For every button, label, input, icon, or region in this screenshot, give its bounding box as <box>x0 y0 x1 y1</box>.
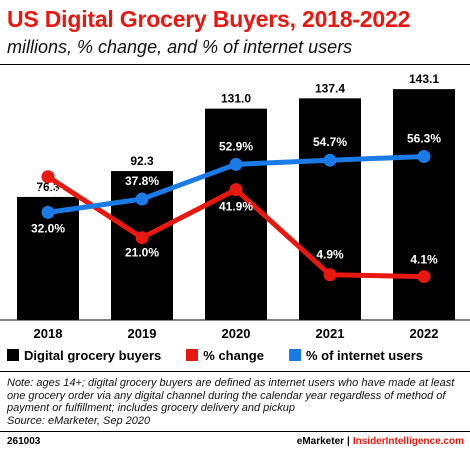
brand-separator: | <box>347 436 350 447</box>
legend-item-change: % change <box>186 348 264 363</box>
bar-2020 <box>205 108 267 320</box>
legend-label-internet-users: % of internet users <box>305 347 423 363</box>
internet-users-point-2021 <box>323 153 337 167</box>
legend-label-buyers: Digital grocery buyers <box>24 347 162 363</box>
chart-area: 76.3 92.3 131.0 137.4 143.1 2018 2019 2020 2021 2… <box>0 62 470 344</box>
x-tick-label-2022: 2022 <box>410 326 439 341</box>
footnote-note: Note: ages 14+; digital grocery buyers a… <box>7 377 455 414</box>
brand-emarketer: eMarketer <box>296 436 345 447</box>
note-divider <box>0 371 470 372</box>
bar-value-label-2020: 131.0 <box>221 92 251 106</box>
internet-users-label-2019: 37.8% <box>125 174 159 188</box>
chart-title: US Digital Grocery Buyers, 2018-2022 <box>7 6 411 32</box>
change-point-2018 <box>41 170 55 184</box>
footnote: Note: ages 14+; digital grocery buyers a… <box>7 377 465 427</box>
internet-users-label-2018: 32.0% <box>31 221 65 235</box>
change-point-2022 <box>417 270 431 284</box>
legend-label-change: % change <box>203 347 264 363</box>
x-tick-label-2019: 2019 <box>128 326 157 341</box>
bar-value-label-2019: 92.3 <box>130 154 154 168</box>
internet-users-point-2019 <box>135 192 149 206</box>
change-point-2019 <box>135 231 149 245</box>
footer-divider <box>0 431 470 432</box>
legend-item-buyers: Digital grocery buyers <box>7 348 161 363</box>
bar-value-label-2021: 137.4 <box>315 81 345 95</box>
footer-brand: eMarketer | InsiderIntelligence.com <box>297 436 464 447</box>
legend-swatch-change <box>186 349 199 361</box>
top-divider <box>0 64 470 65</box>
internet-users-label-2022: 56.3% <box>407 132 441 146</box>
x-tick-label-2020: 2020 <box>222 326 251 341</box>
footnote-source: Source: eMarketer, Sep 2020 <box>7 414 151 427</box>
change-point-2021 <box>323 268 337 282</box>
change-label-2019: 21.0% <box>125 246 159 260</box>
change-label-2020: 41.9% <box>219 200 253 214</box>
bar-value-label-2022: 143.1 <box>409 72 439 86</box>
legend: Digital grocery buyers % change % of int… <box>7 346 448 364</box>
x-tick-label-2018: 2018 <box>34 326 63 341</box>
change-point-2020 <box>229 183 243 197</box>
legend-swatch-internet-users <box>288 349 301 361</box>
chart-subtitle: millions, % change, and % of internet us… <box>7 37 353 57</box>
change-label-2021: 4.9% <box>316 248 344 262</box>
internet-users-point-2018 <box>41 205 55 219</box>
internet-users-label-2020: 52.9% <box>219 139 253 153</box>
legend-item-internet-users: % of internet users <box>288 347 423 363</box>
x-tick-label-2021: 2021 <box>316 326 345 341</box>
legend-swatch-buyers <box>7 349 19 361</box>
chart-id: 261003 <box>7 436 41 447</box>
internet-users-label-2021: 54.7% <box>313 135 347 149</box>
bar-2022 <box>393 89 455 320</box>
internet-users-point-2020 <box>229 157 243 171</box>
bar-2021 <box>299 98 361 320</box>
change-label-2018: 47.5% <box>31 186 65 200</box>
brand-insider-intelligence: InsiderIntelligence.com <box>352 436 464 447</box>
internet-users-point-2022 <box>417 150 431 164</box>
change-label-2022: 4.1% <box>410 253 438 267</box>
